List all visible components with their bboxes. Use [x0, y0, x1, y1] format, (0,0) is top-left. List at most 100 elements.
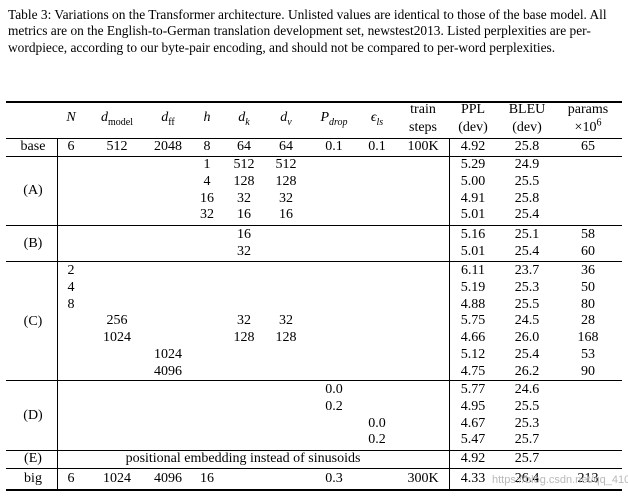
row-b-0-ppl: 5.16 [460, 227, 486, 242]
header-dv: dv [280, 110, 291, 127]
big-dmodel: 1024 [103, 471, 131, 486]
row-b-0-bleu: 25.1 [514, 227, 540, 242]
row-c-5-dff: 1024 [154, 347, 182, 362]
row-c-0-bleu: 23.7 [514, 263, 540, 278]
base-N: 6 [67, 139, 75, 154]
watermark: https://blog.csdn.net/qq_41001 [492, 474, 628, 486]
header-steps: steps [409, 120, 437, 135]
base-rule [6, 156, 622, 157]
header-n: N [66, 110, 76, 125]
row-e-bleu: 25.7 [514, 451, 540, 466]
row-c-1-ppl: 5.19 [460, 279, 486, 295]
row-c-0-ppl: 6.11 [461, 263, 485, 278]
big-h: 16 [200, 471, 214, 486]
row-a-0-dk: 512 [233, 157, 255, 172]
row-a-3-dv: 16 [279, 207, 293, 223]
row-d-0-pdrop: 0.0 [325, 382, 343, 397]
row-c-4-ppl: 4.66 [460, 330, 486, 346]
group-a-rule [6, 225, 622, 226]
header-bleu: BLEU [508, 102, 546, 117]
row-d-2-bleu: 25.3 [514, 415, 540, 431]
top-rule [6, 101, 622, 103]
base-dk: 64 [237, 139, 251, 154]
base-pdrop: 0.1 [325, 139, 343, 154]
header-train: train [410, 102, 436, 117]
row-d-2-els: 0.0 [368, 415, 386, 431]
row-a-3-ppl: 5.01 [460, 207, 486, 223]
row-a-0-h: 1 [203, 157, 211, 172]
row-b-1-dk: 32 [237, 243, 251, 259]
header-dv-symbol: d [280, 110, 288, 125]
big-label: big [24, 471, 42, 486]
big-steps: 300K [407, 471, 439, 486]
row-d-1-bleu: 25.5 [514, 398, 540, 414]
column-divider-label [57, 138, 58, 490]
big-ppl: 4.33 [460, 471, 486, 486]
base-dv: 64 [279, 139, 293, 154]
row-c-3-ppl: 5.75 [460, 313, 486, 329]
big-bleu: 26.4 [514, 471, 540, 486]
row-c-4-params: 168 [577, 330, 599, 346]
big-dff: 4096 [154, 471, 182, 486]
header-pdrop-subscript: drop [329, 116, 348, 128]
row-c-5-params: 53 [581, 347, 595, 362]
row-d-1-ppl: 4.95 [460, 398, 486, 414]
row-d-2-ppl: 4.67 [460, 415, 486, 431]
header-params-unit-exp: 6 [596, 117, 602, 129]
row-d-1-pdrop: 0.2 [325, 398, 343, 414]
row-d-3-ppl: 5.47 [460, 432, 486, 448]
row-a-2-bleu: 25.8 [514, 190, 540, 206]
big-params: 213 [577, 471, 599, 486]
header-dmodel-symbol: d [101, 110, 108, 125]
row-c-6-params: 90 [581, 363, 595, 379]
row-a-2-dk: 32 [237, 190, 251, 206]
header-dmodel: dmodel [101, 110, 133, 127]
row-c-5-bleu: 25.4 [514, 347, 540, 362]
header-els: ϵls [371, 110, 383, 127]
header-dff: dff [161, 110, 174, 127]
header-params-unit: ×106 [575, 117, 602, 136]
row-a-1-h: 4 [203, 173, 211, 189]
row-b-1-ppl: 5.01 [460, 243, 486, 259]
group-b-rule [6, 261, 622, 262]
group-label-b: (B) [23, 236, 43, 251]
header-dff-symbol: d [161, 110, 169, 125]
row-c-3-bleu: 24.5 [514, 313, 540, 329]
base-els: 0.1 [368, 139, 386, 154]
header-params: params [567, 102, 609, 117]
header-ppl: PPL [460, 102, 486, 117]
row-c-4-bleu: 26.0 [514, 330, 540, 346]
base-dff: 2048 [154, 139, 182, 154]
header-ppl-dev: (dev) [458, 120, 488, 135]
row-c-2-bleu: 25.5 [514, 296, 540, 312]
row-a-2-h: 16 [200, 190, 214, 206]
row-c-4-dv: 128 [275, 330, 297, 346]
row-c-1-N: 4 [67, 279, 75, 295]
base-label: base [20, 139, 46, 154]
column-divider-ppl [449, 138, 450, 490]
base-params: 65 [581, 139, 595, 154]
row-b-1-bleu: 25.4 [514, 243, 540, 259]
row-a-2-ppl: 4.91 [460, 190, 486, 206]
row-c-5-ppl: 5.12 [460, 347, 486, 362]
row-d-3-els: 0.2 [368, 432, 386, 448]
row-b-1-params: 60 [581, 243, 595, 259]
group-label-a: (A) [23, 183, 43, 198]
row-c-4-dmodel: 1024 [103, 330, 131, 346]
header-bleu-dev: (dev) [512, 120, 542, 135]
row-a-0-bleu: 24.9 [514, 157, 540, 172]
row-e-ppl: 4.92 [460, 451, 486, 466]
bottom-rule [6, 489, 622, 491]
base-steps: 100K [407, 139, 439, 154]
row-e-text: positional embedding instead of sinusoid… [125, 451, 361, 466]
row-a-1-ppl: 5.00 [460, 173, 486, 189]
row-c-6-bleu: 26.2 [514, 363, 540, 379]
row-c-3-dk: 32 [237, 313, 251, 329]
row-c-1-params: 50 [581, 279, 595, 295]
group-d-rule [6, 450, 622, 451]
row-a-1-dv: 128 [275, 173, 297, 189]
row-a-3-bleu: 25.4 [514, 207, 540, 223]
header-dk-symbol: d [238, 110, 246, 125]
row-a-1-bleu: 25.5 [514, 173, 540, 189]
base-h: 8 [203, 139, 211, 154]
